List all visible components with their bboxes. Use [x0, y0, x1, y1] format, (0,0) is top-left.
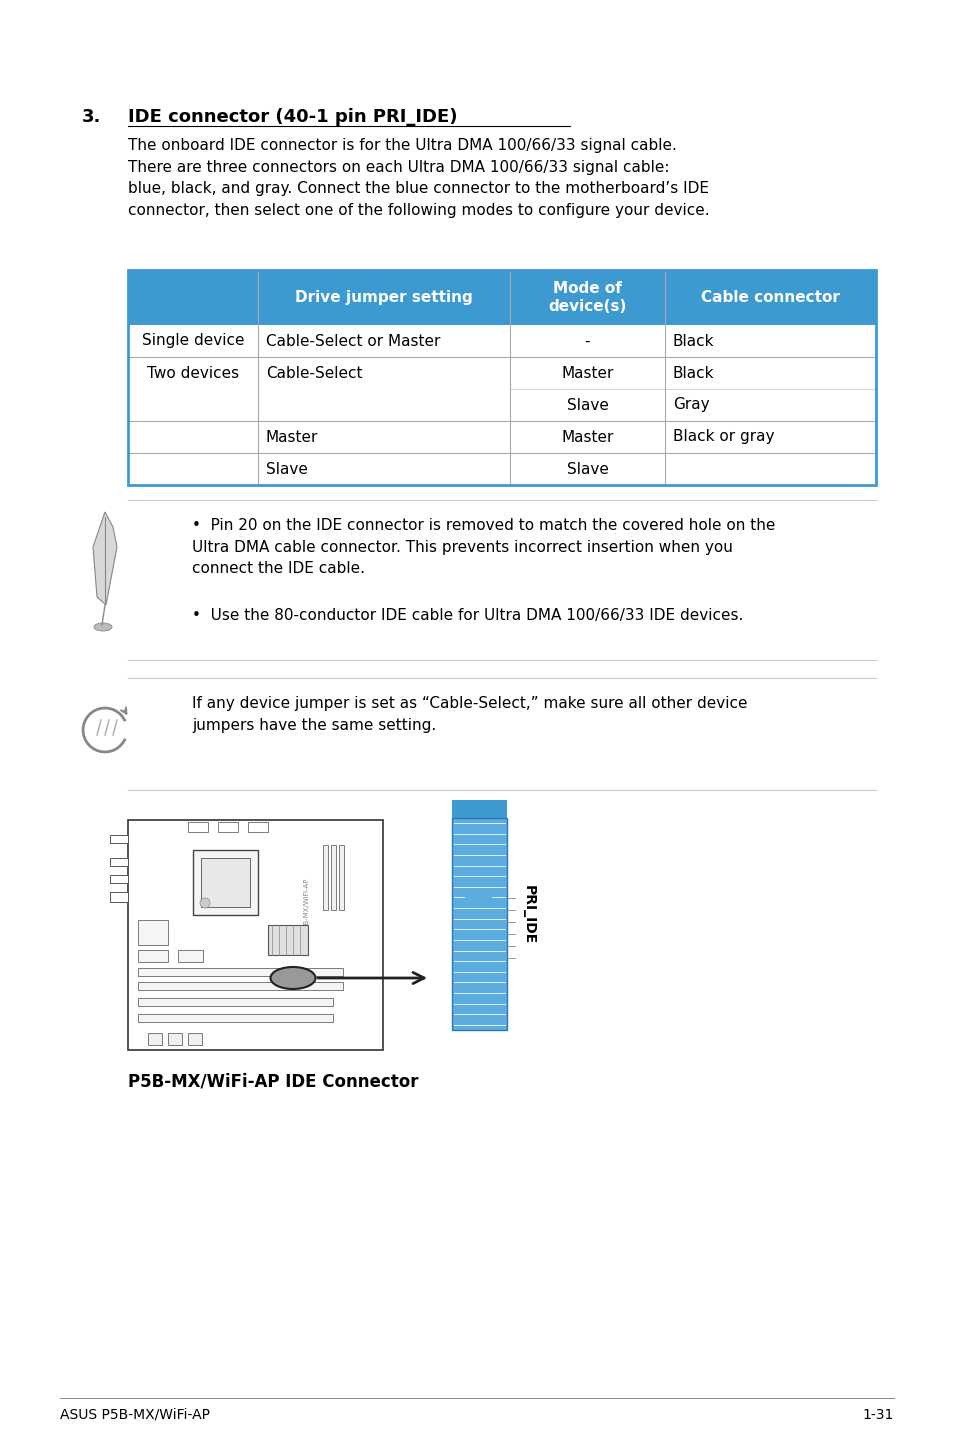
- Text: •  Pin 20 on the IDE connector is removed to match the covered hole on the
Ultra: • Pin 20 on the IDE connector is removed…: [192, 518, 775, 577]
- Bar: [110, 858, 128, 866]
- Ellipse shape: [271, 966, 315, 989]
- Text: -: -: [584, 334, 590, 348]
- Text: •  Use the 80-conductor IDE cable for Ultra DMA 100/66/33 IDE devices.: • Use the 80-conductor IDE cable for Ult…: [192, 608, 742, 623]
- Bar: [268, 925, 308, 955]
- Text: Master: Master: [560, 430, 613, 444]
- Bar: [464, 892, 492, 900]
- Bar: [128, 820, 382, 1050]
- Text: Cable-Select: Cable-Select: [266, 365, 362, 381]
- Text: 1-31: 1-31: [862, 1408, 893, 1422]
- Text: PRI_IDE: PRI_IDE: [521, 886, 536, 945]
- Bar: [110, 874, 128, 883]
- Text: P5B-MX/WiFi-AP: P5B-MX/WiFi-AP: [303, 879, 309, 932]
- Bar: [323, 846, 328, 910]
- Bar: [168, 1032, 182, 1045]
- Text: Single device: Single device: [142, 334, 244, 348]
- Bar: [110, 835, 128, 843]
- Bar: [110, 892, 128, 902]
- Bar: [128, 270, 875, 325]
- Bar: [218, 823, 237, 833]
- Text: P5B-MX/WiFi-AP IDE Connector: P5B-MX/WiFi-AP IDE Connector: [128, 1071, 418, 1090]
- Bar: [331, 846, 335, 910]
- Text: Slave: Slave: [266, 462, 308, 476]
- Bar: [452, 818, 506, 1030]
- Bar: [452, 800, 506, 818]
- Bar: [138, 998, 333, 1007]
- Text: Black: Black: [672, 365, 714, 381]
- Text: Master: Master: [560, 365, 613, 381]
- Bar: [248, 823, 268, 833]
- Text: Black or gray: Black or gray: [672, 430, 774, 444]
- Bar: [188, 823, 208, 833]
- Text: Master: Master: [266, 430, 318, 444]
- Bar: [148, 1032, 162, 1045]
- Text: Two devices: Two devices: [147, 365, 239, 381]
- Text: If any device jumper is set as “Cable-Select,” make sure all other device
jumper: If any device jumper is set as “Cable-Se…: [192, 696, 747, 732]
- Text: Drive jumper setting: Drive jumper setting: [294, 290, 473, 305]
- Bar: [338, 846, 344, 910]
- Bar: [138, 951, 168, 962]
- Polygon shape: [92, 512, 117, 605]
- Text: Cable connector: Cable connector: [700, 290, 839, 305]
- Text: Slave: Slave: [566, 397, 608, 413]
- Bar: [201, 858, 250, 907]
- Text: ASUS P5B-MX/WiFi-AP: ASUS P5B-MX/WiFi-AP: [60, 1408, 210, 1422]
- Bar: [138, 920, 168, 945]
- Text: Mode of
device(s): Mode of device(s): [548, 280, 626, 315]
- Text: The onboard IDE connector is for the Ultra DMA 100/66/33 signal cable.
There are: The onboard IDE connector is for the Ult…: [128, 138, 709, 217]
- Text: Black: Black: [672, 334, 714, 348]
- Text: 3.: 3.: [82, 108, 101, 127]
- Bar: [138, 982, 343, 989]
- Circle shape: [200, 897, 210, 907]
- Bar: [138, 1014, 333, 1022]
- Text: IDE connector (40-1 pin PRI_IDE): IDE connector (40-1 pin PRI_IDE): [128, 108, 457, 127]
- Ellipse shape: [94, 623, 112, 631]
- Bar: [193, 850, 257, 915]
- Bar: [178, 951, 203, 962]
- Text: Gray: Gray: [672, 397, 709, 413]
- Bar: [188, 1032, 202, 1045]
- Bar: [138, 968, 343, 976]
- Text: Cable-Select or Master: Cable-Select or Master: [266, 334, 440, 348]
- Bar: [128, 270, 875, 485]
- Text: Slave: Slave: [566, 462, 608, 476]
